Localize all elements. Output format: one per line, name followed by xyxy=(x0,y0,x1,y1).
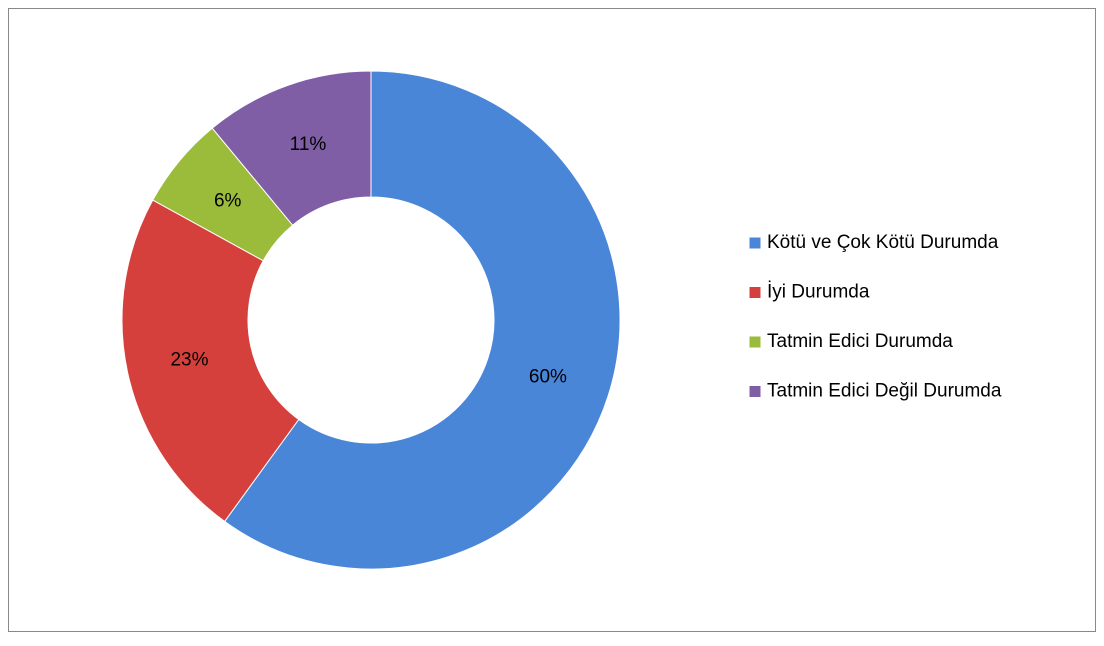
data-label: 23% xyxy=(170,350,208,371)
legend-label: İyi Durumda xyxy=(767,282,870,303)
donut-segment xyxy=(121,199,300,523)
legend-label: Tatmin Edici Durumda xyxy=(767,331,953,352)
donut-segment xyxy=(223,70,621,570)
legend-swatch xyxy=(748,385,762,398)
legend-swatch xyxy=(748,236,762,250)
data-label: 6% xyxy=(214,190,242,211)
legend-swatch xyxy=(748,286,762,299)
legend-swatch xyxy=(748,335,762,349)
legend-label: Tatmin Edici Değil Durumda xyxy=(767,381,1002,402)
data-label: 11% xyxy=(290,134,327,155)
legend-label: Kötü ve Çok Kötü Durumda xyxy=(767,232,999,253)
data-label: 60% xyxy=(529,366,567,387)
donut-segment xyxy=(211,70,372,226)
